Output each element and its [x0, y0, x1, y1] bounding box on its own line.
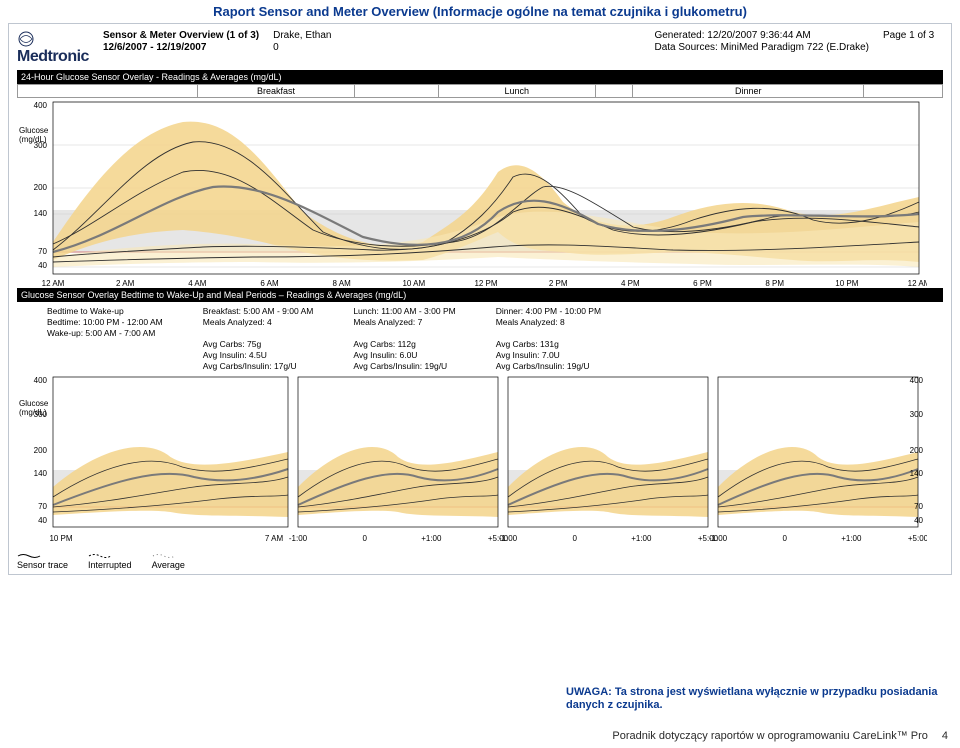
svg-text:10 PM: 10 PM — [49, 534, 72, 543]
chart2-subheader: Bedtime to Wake-upBedtime: 10:00 PM - 12… — [47, 306, 943, 371]
svg-text:0: 0 — [362, 534, 367, 543]
generated-ts: Generated: 12/20/2007 9:36:44 AM — [654, 30, 869, 41]
svg-text:200: 200 — [910, 446, 924, 455]
zero-value: 0 — [273, 42, 331, 53]
svg-text:12 AM: 12 AM — [42, 279, 65, 288]
svg-text:12 PM: 12 PM — [474, 279, 497, 288]
svg-text:-1:00: -1:00 — [709, 534, 728, 543]
svg-text:4 AM: 4 AM — [188, 279, 207, 288]
svg-text:40: 40 — [38, 261, 47, 270]
svg-text:+5:00: +5:00 — [908, 534, 927, 543]
note-text: UWAGA: Ta strona jest wyświetlana wyłącz… — [566, 686, 946, 712]
svg-text:6 AM: 6 AM — [260, 279, 279, 288]
svg-text:-1:00: -1:00 — [499, 534, 518, 543]
page-title: Raport Sensor and Meter Overview (Inform… — [0, 0, 960, 23]
svg-text:40: 40 — [38, 516, 47, 525]
chart2-ylabel: Glucose(mg/dL) — [19, 399, 48, 417]
svg-text:0: 0 — [572, 534, 577, 543]
data-source: Data Sources: MiniMed Paradigm 722 (E.Dr… — [654, 42, 869, 53]
svg-text:0: 0 — [782, 534, 787, 543]
report-frame: Medtronic Sensor & Meter Overview (1 of … — [8, 23, 952, 575]
meal-bar: Breakfast Lunch Dinner — [17, 84, 943, 98]
chart1-ylabel: Glucose(mg/dL) — [19, 126, 48, 144]
report-name: Sensor & Meter Overview (1 of 3) — [103, 30, 259, 41]
chart1: Glucose(mg/dL) — [17, 98, 943, 288]
svg-text:70: 70 — [914, 502, 923, 511]
chart2-title: Glucose Sensor Overlay Bedtime to Wake-U… — [17, 288, 943, 302]
svg-text:140: 140 — [34, 469, 48, 478]
legend-sensor: Sensor trace — [17, 552, 68, 570]
svg-text:8 PM: 8 PM — [765, 279, 784, 288]
svg-text:400: 400 — [910, 376, 924, 385]
page-indicator: Page 1 of 3 — [883, 30, 943, 41]
svg-text:6 PM: 6 PM — [693, 279, 712, 288]
brand-logo: Medtronic — [17, 30, 89, 66]
chart2: Glucose(mg/dL) — [17, 373, 943, 548]
legend-average: Average — [152, 552, 185, 570]
date-range: 12/6/2007 - 12/19/2007 — [103, 42, 259, 53]
svg-text:-1:00: -1:00 — [289, 534, 308, 543]
chart1-title: 24-Hour Glucose Sensor Overlay - Reading… — [17, 70, 943, 84]
svg-text:12 AM: 12 AM — [908, 279, 927, 288]
svg-text:400: 400 — [34, 376, 48, 385]
svg-text:140: 140 — [910, 469, 924, 478]
svg-text:8 AM: 8 AM — [333, 279, 352, 288]
svg-text:140: 140 — [34, 209, 48, 218]
svg-text:2 PM: 2 PM — [549, 279, 568, 288]
svg-text:+1:00: +1:00 — [841, 534, 862, 543]
svg-text:70: 70 — [38, 502, 47, 511]
svg-text:70: 70 — [38, 247, 47, 256]
legend: Sensor trace Interrupted Average — [17, 552, 943, 570]
svg-text:4 PM: 4 PM — [621, 279, 640, 288]
report-header: Medtronic Sensor & Meter Overview (1 of … — [17, 30, 943, 66]
footer: Poradnik dotyczący raportów w oprogramow… — [612, 730, 948, 742]
svg-text:300: 300 — [910, 410, 924, 419]
svg-text:2 AM: 2 AM — [116, 279, 135, 288]
svg-text:+1:00: +1:00 — [631, 534, 652, 543]
patient-name: Drake, Ethan — [273, 30, 331, 41]
svg-text:200: 200 — [34, 446, 48, 455]
svg-text:200: 200 — [34, 183, 48, 192]
svg-text:10 PM: 10 PM — [835, 279, 858, 288]
svg-text:400: 400 — [34, 101, 48, 110]
svg-text:+1:00: +1:00 — [421, 534, 442, 543]
svg-text:40: 40 — [914, 516, 923, 525]
svg-text:7 AM: 7 AM — [265, 534, 284, 543]
svg-text:10 AM: 10 AM — [402, 279, 425, 288]
legend-interrupted: Interrupted — [88, 552, 132, 570]
